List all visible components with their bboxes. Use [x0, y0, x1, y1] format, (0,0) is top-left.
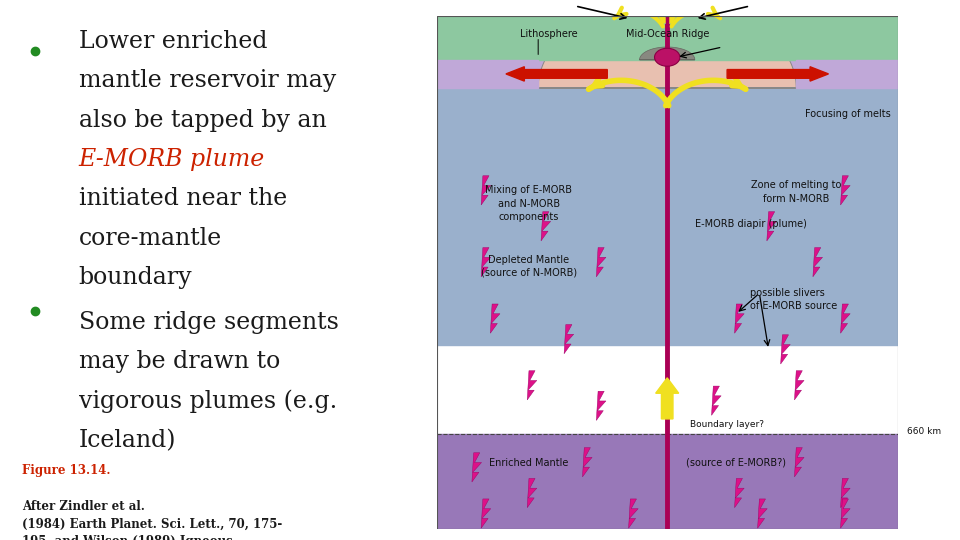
Polygon shape: [491, 304, 500, 333]
Text: mantle reservoir may: mantle reservoir may: [79, 69, 336, 92]
Polygon shape: [711, 386, 721, 415]
Polygon shape: [841, 176, 851, 205]
Text: 660 km: 660 km: [907, 427, 941, 436]
Polygon shape: [813, 247, 823, 277]
Polygon shape: [481, 247, 491, 277]
Text: E-MORB diapir (plume): E-MORB diapir (plume): [695, 219, 806, 229]
Text: (source of E-MORB?): (source of E-MORB?): [686, 457, 786, 468]
FancyArrow shape: [727, 67, 828, 81]
Polygon shape: [767, 212, 777, 241]
Text: core-mantle: core-mantle: [79, 227, 222, 250]
Text: possible slivers
of E-MORB source: possible slivers of E-MORB source: [750, 288, 837, 311]
Bar: [437, 60, 898, 88]
Polygon shape: [734, 304, 744, 333]
Bar: [437, 434, 898, 529]
Text: Depleted Mantle
(source of N-MORB): Depleted Mantle (source of N-MORB): [481, 255, 577, 278]
Polygon shape: [780, 335, 790, 364]
Text: Lower enriched: Lower enriched: [79, 30, 267, 53]
FancyArrow shape: [506, 67, 608, 81]
Polygon shape: [734, 478, 744, 508]
Text: boundary: boundary: [79, 266, 192, 289]
Polygon shape: [841, 304, 851, 333]
Text: Enriched Mantle: Enriched Mantle: [490, 457, 568, 468]
Polygon shape: [527, 370, 537, 400]
Text: After Zindler et al.
(1984) Earth Planet. Sci. Lett., 70, 175-
195. and Wilson (: After Zindler et al. (1984) Earth Planet…: [22, 500, 282, 540]
Text: E-MORB plume: E-MORB plume: [79, 148, 265, 171]
Polygon shape: [757, 499, 767, 528]
Polygon shape: [564, 325, 574, 354]
Polygon shape: [527, 478, 537, 508]
Text: Some ridge segments: Some ridge segments: [79, 311, 339, 334]
Polygon shape: [639, 47, 695, 60]
Ellipse shape: [655, 48, 680, 66]
Text: Lithosphere: Lithosphere: [519, 29, 577, 39]
Polygon shape: [629, 499, 638, 528]
Text: also be tapped by an: also be tapped by an: [79, 109, 326, 132]
Polygon shape: [541, 212, 551, 241]
Text: Figure 13.14.: Figure 13.14.: [22, 464, 110, 477]
Polygon shape: [472, 453, 482, 482]
Polygon shape: [795, 370, 804, 400]
Text: Mixing of E-MORB
and N-MORB
components: Mixing of E-MORB and N-MORB components: [486, 185, 572, 222]
Polygon shape: [841, 499, 851, 528]
Text: Zone of melting to
form N-MORB: Zone of melting to form N-MORB: [751, 180, 841, 204]
Polygon shape: [583, 448, 592, 477]
Text: Iceland): Iceland): [79, 429, 176, 453]
Text: initiated near the: initiated near the: [79, 187, 287, 211]
Text: Focusing of melts: Focusing of melts: [805, 109, 891, 119]
Polygon shape: [481, 499, 491, 528]
Text: Boundary layer?: Boundary layer?: [690, 420, 764, 429]
Polygon shape: [795, 448, 804, 477]
Bar: [437, 16, 898, 60]
Text: vigorous plumes (e.g.: vigorous plumes (e.g.: [79, 390, 337, 414]
Polygon shape: [596, 247, 606, 277]
Polygon shape: [841, 478, 851, 508]
Polygon shape: [481, 176, 491, 205]
Polygon shape: [539, 1, 796, 88]
Text: Mid-Ocean Ridge: Mid-Ocean Ridge: [626, 29, 708, 39]
Bar: [437, 88, 898, 345]
Bar: [437, 16, 898, 60]
Text: may be drawn to: may be drawn to: [79, 350, 280, 374]
Bar: [796, 60, 898, 88]
FancyArrow shape: [656, 378, 679, 419]
Bar: [437, 60, 539, 88]
Polygon shape: [596, 391, 606, 421]
